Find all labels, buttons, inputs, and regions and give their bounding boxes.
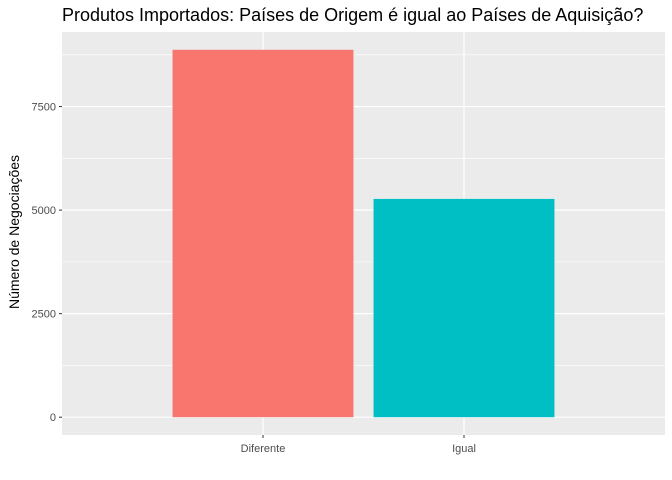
y-axis-label: Número de Negociações [6,155,22,309]
y-tick-label: 7500 [32,102,56,114]
x-tick-label: Diferente [241,443,286,455]
chart-title: Produtos Importados: Países de Origem é … [62,5,643,25]
bars [172,49,555,418]
plot-panel [62,32,665,435]
x-tick-label: Igual [452,443,476,455]
bar-igual [373,198,555,418]
x-axis-ticks: Diferente Igual [241,435,476,455]
y-axis-ticks: 0 2500 5000 7500 [32,102,62,424]
y-tick-label: 0 [50,412,56,424]
y-tick-label: 5000 [32,205,56,217]
y-tick-label: 2500 [32,309,56,321]
bar-diferente [172,49,354,418]
minor-gridlines [62,54,665,366]
